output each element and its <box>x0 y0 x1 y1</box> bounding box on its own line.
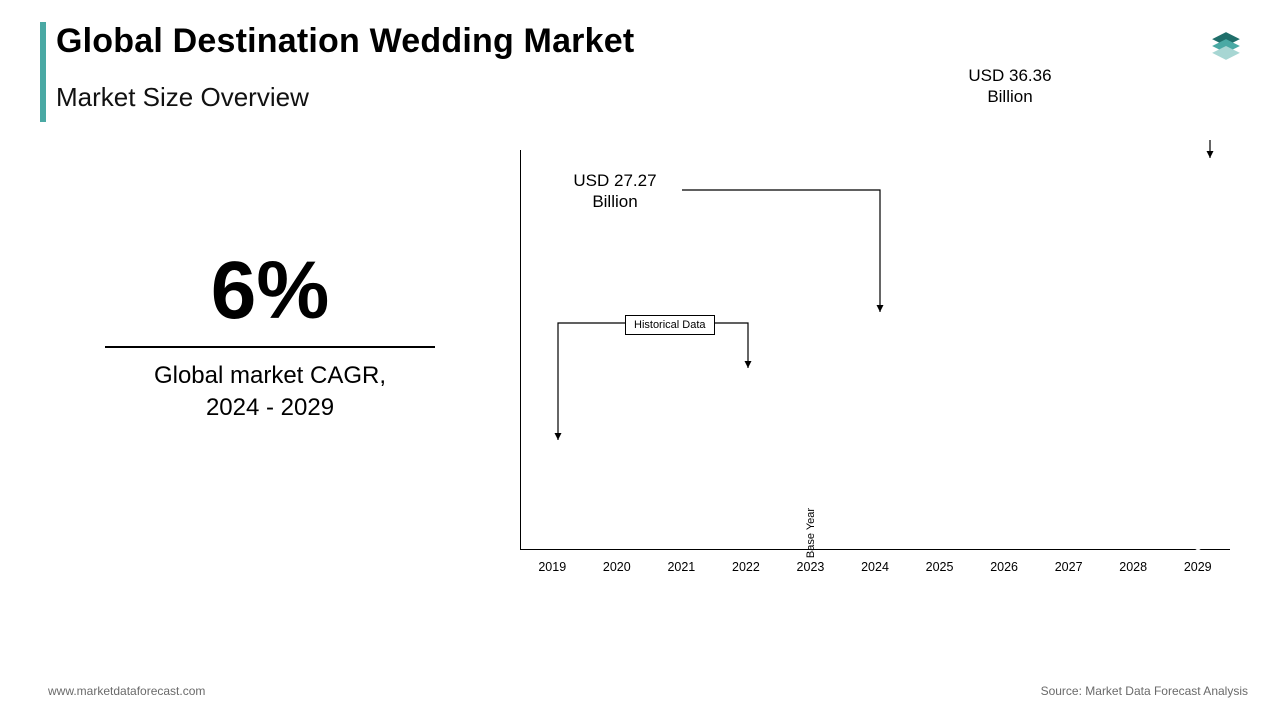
x-label: 2026 <box>978 560 1031 574</box>
x-label: 2028 <box>1107 560 1160 574</box>
page-root: Global Destination Wedding Market Market… <box>0 0 1280 720</box>
stat-divider <box>105 346 435 348</box>
x-label: 2019 <box>526 560 579 574</box>
x-label: 2022 <box>720 560 773 574</box>
page-subtitle: Market Size Overview <box>56 82 309 113</box>
x-label: 2027 <box>1042 560 1095 574</box>
bar-chart: USD 36.36 Billion USD 27.27 Billion Hist… <box>510 140 1240 610</box>
x-axis-labels: 2019 2020 2021 2022 2023 2024 2025 2026 2027 2028… <box>526 560 1224 574</box>
brand-logo-icon <box>1200 20 1252 72</box>
cagr-value: 6% <box>90 250 450 332</box>
accent-bar <box>40 22 46 122</box>
cagr-caption-line2: 2024 - 2029 <box>206 394 334 421</box>
footer-source: Source: Market Data Forecast Analysis <box>1041 684 1248 698</box>
x-label: 2021 <box>655 560 708 574</box>
bar-container: Base YearForecast Year <box>521 150 1230 549</box>
cagr-caption-line1: Global market CAGR, <box>154 362 386 389</box>
chart-plot-area: Base YearForecast Year <box>520 150 1230 550</box>
bar-vertical-label: Forecast Year <box>1192 499 1204 567</box>
page-title: Global Destination Wedding Market <box>56 22 634 61</box>
callout-2029: USD 36.36 Billion <box>940 65 1080 108</box>
cagr-caption: Global market CAGR, 2024 - 2029 <box>90 360 450 425</box>
cagr-stat-block: 6% Global market CAGR, 2024 - 2029 <box>90 250 450 424</box>
footer-url: www.marketdataforecast.com <box>48 684 205 698</box>
x-label: 2020 <box>591 560 644 574</box>
x-label: 2025 <box>913 560 966 574</box>
x-label: 2023 <box>784 560 837 574</box>
x-label: 2029 <box>1171 560 1224 574</box>
x-label: 2024 <box>849 560 902 574</box>
bar-vertical-label: Base Year <box>805 508 817 558</box>
